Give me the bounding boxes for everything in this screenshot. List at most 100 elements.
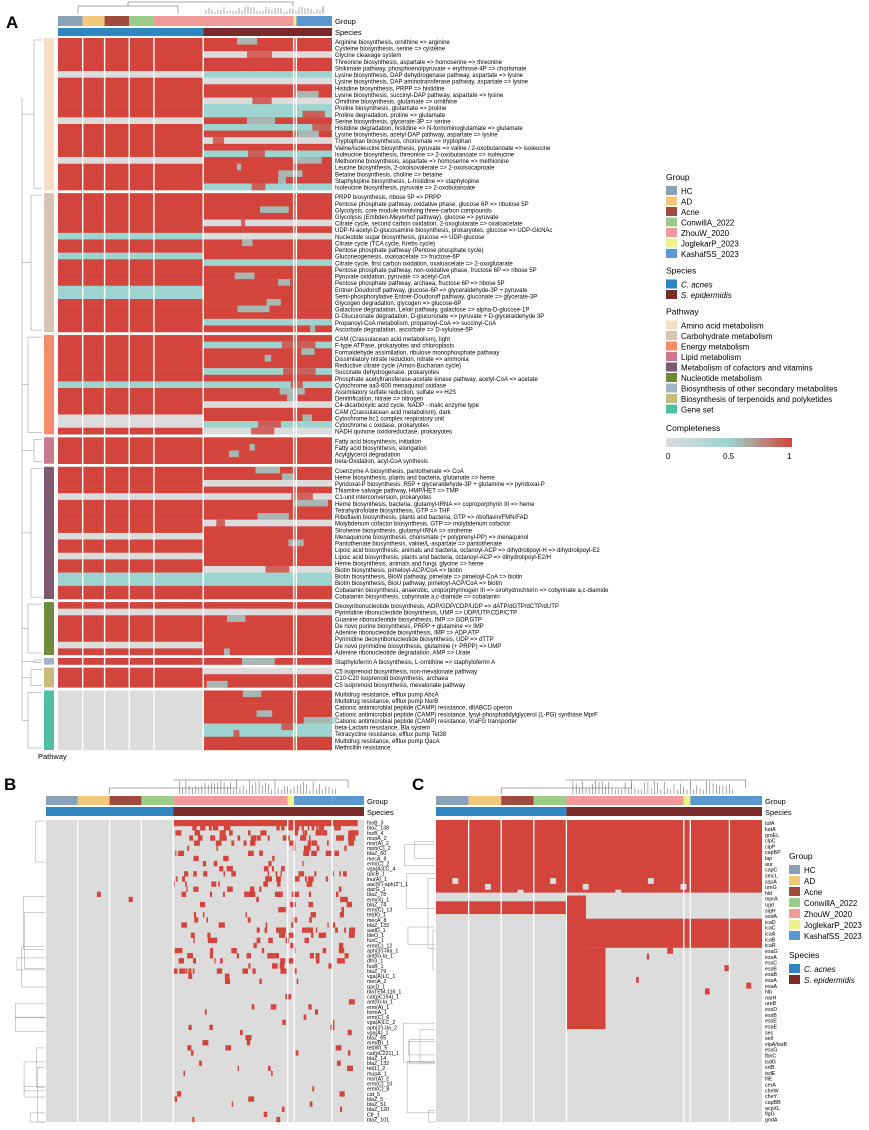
presence-cell [231,840,235,846]
row-label: Acylglycerol degradation [335,453,400,459]
heat-cell [234,272,255,280]
presence-cell [295,876,300,882]
row-label: fusB_1 [367,964,384,970]
presence-cell [222,891,225,897]
presence-cell [212,825,219,831]
row-label: clpC [765,839,776,845]
heat-cell [203,137,332,145]
presence-cell [566,947,606,1030]
presence-cell [724,965,730,972]
heat-cell [58,272,204,280]
legend-pathway-swatch [666,320,677,330]
row-labels: fosB_3blaZ_138fosB_4mupA_2msr(A)_2mph(C)… [367,821,408,1124]
heat-cell [247,51,273,59]
heat-cell [58,206,204,214]
row-label: Cfr_1 [367,1112,380,1118]
heat-cell [203,552,332,560]
heat-cell [203,519,332,527]
row-label: mecA_8 [367,918,386,924]
heat-cell [58,252,204,260]
legend-group-swatch [789,909,800,918]
legend-species-swatch [666,290,677,299]
presence-cell [348,932,355,938]
presence-cell [338,947,345,954]
presence-cell [185,881,187,887]
row-label: blaZ_60 [367,851,386,857]
presence-cell [276,1116,281,1123]
heat-cell [203,318,332,326]
row-label: Ornithine biosynthesis, glutamate => orn… [335,100,458,106]
group-annotation-cell [436,796,469,805]
presence-cell [646,953,650,960]
colorbar-tick-label: 1 [787,452,792,461]
heat-cell [58,480,204,487]
heat-cell [312,124,332,131]
presence-cell [316,845,320,851]
legend-group-swatch [789,876,800,885]
heat-cell [58,414,204,422]
row-label: Tetracycline resistance, efflux pump Tet… [335,732,447,738]
presence-cell [237,1065,239,1072]
row-label: Guanine ribonucleotide biosynthesis, IMP… [335,617,482,623]
presence-cell [181,891,187,897]
presence-cell [268,937,273,944]
heat-cell [203,64,332,72]
presence-cell [296,978,299,984]
row-label: NADH quinone oxidoreductase, prokaryotes [335,430,452,436]
row-label: Lipoic acid biosynthesis, animals and ba… [335,548,600,554]
heat-cell [58,381,204,389]
presence-cell [231,1101,234,1107]
legend-group-swatch [789,898,800,907]
legend-pathway-swatch [666,394,677,403]
row-label: Leucine biosynthesis, 2-oxoisovalerate =… [335,166,495,172]
row-label: fosB_4 [367,831,384,837]
presence-cell [344,953,349,959]
presence-cell [223,871,226,877]
presence-cell [192,968,195,974]
presence-cell [290,901,293,908]
presence-cell [746,982,752,989]
row-label: Cobalamin biosynthesis, anaerobic, uropo… [335,588,609,594]
row-label: Betaine biosynthesis, choline => betaine [335,172,443,178]
heat-cell [58,213,204,220]
heat-cell [249,443,255,451]
heat-cell [203,506,332,514]
presence-cell [316,958,320,964]
presence-cell [321,830,324,836]
presence-cell [307,825,310,831]
presence-cell [252,835,256,841]
heat-cell [58,450,204,458]
row-label: Staphyloferrin A biosynthesis, L-ornithi… [335,660,495,666]
legend-species-item: S. epidermidis [804,976,855,985]
row-label: Histidine degradation, histidine => N-fo… [335,126,523,132]
row-label: mecA_2 [367,979,386,985]
row-label: blaZ_79 [367,969,386,975]
row-label: vga(A)_1 [367,1030,389,1036]
legend-pathway-swatch [666,331,677,340]
row-labels: tufAkatAgroELclpCclpPcapBPlapaurcapCsmcL… [765,821,788,1123]
legend-species-swatch [789,975,800,984]
heat-cell [203,259,332,267]
column-dendrogram [109,779,349,794]
row-label: Cytochrome aa3-600 menaquinol oxidase [335,383,447,389]
species-annotation-cell [203,28,332,36]
row-label: Assimilatory sulfate reduction, sulfate … [335,390,456,396]
presence-cell [316,825,319,831]
presence-cell [197,835,203,841]
heat-cell [281,723,295,731]
row-label: Reductive citrate cycle (Arnon-Buchanan … [335,364,461,370]
presence-cell [186,886,188,892]
presence-cell [243,840,247,846]
row-label: Isoleucine biosynthesis, threonine => 2-… [335,152,515,158]
presence-cell [288,932,291,938]
row-label: erm(C)_8 [367,1087,389,1093]
presence-cell [320,932,327,938]
row-label: icaA [765,932,776,938]
heat-cell [58,572,204,580]
presence-cell [271,866,274,872]
presence-cell [219,835,225,841]
colorbar-tick-label: 0.5 [723,452,735,461]
presence-cell [272,855,275,862]
group-annotation-cell [46,796,78,805]
presence-cell [271,1070,273,1077]
